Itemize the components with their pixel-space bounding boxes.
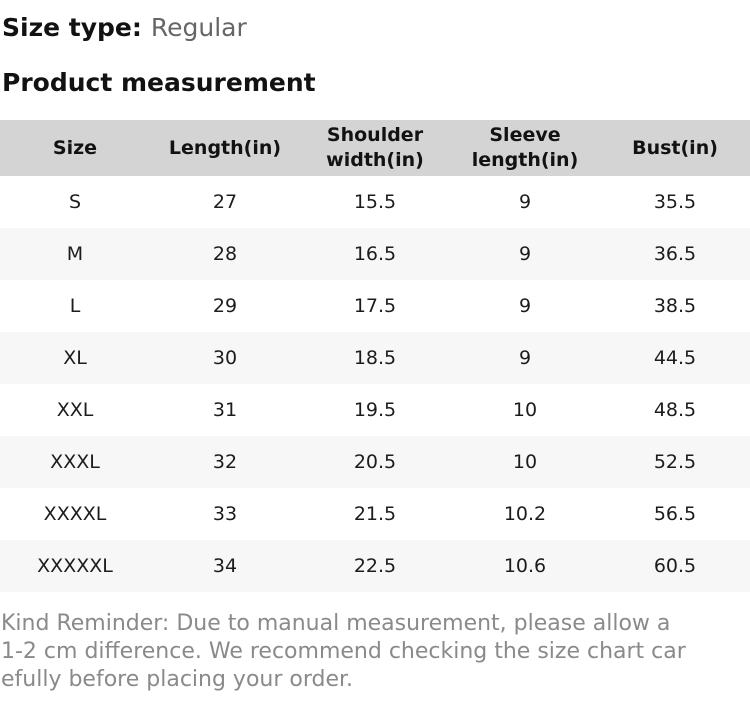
kind-reminder-line: Kind Reminder: Due to manual measurement… bbox=[1, 611, 671, 636]
cell-shoulder-width: 16.5 bbox=[300, 228, 450, 280]
size-row-xl: XL 30 18.5 9 44.5 bbox=[0, 332, 750, 384]
cell-length: 27 bbox=[150, 176, 300, 228]
column-header-size: Size bbox=[0, 120, 150, 176]
cell-bust: 36.5 bbox=[600, 228, 750, 280]
cell-length: 30 bbox=[150, 332, 300, 384]
size-row-l: L 29 17.5 9 38.5 bbox=[0, 280, 750, 332]
cell-shoulder-width: 15.5 bbox=[300, 176, 450, 228]
cell-bust: 56.5 bbox=[600, 488, 750, 540]
kind-reminder-note: Kind Reminder: Due to manual measurement… bbox=[1, 610, 750, 694]
product-measurement-title: Product measurement bbox=[2, 68, 316, 97]
cell-shoulder-width: 17.5 bbox=[300, 280, 450, 332]
size-type-line: Size type: Regular bbox=[2, 13, 247, 42]
cell-bust: 38.5 bbox=[600, 280, 750, 332]
column-header-length: Length(in) bbox=[150, 120, 300, 176]
size-row-m: M 28 16.5 9 36.5 bbox=[0, 228, 750, 280]
size-type-value: Regular bbox=[150, 13, 247, 42]
cell-size: XL bbox=[0, 332, 150, 384]
cell-sleeve-length: 10 bbox=[450, 384, 600, 436]
size-type-label: Size type: bbox=[2, 13, 142, 42]
cell-size: XXL bbox=[0, 384, 150, 436]
cell-shoulder-width: 22.5 bbox=[300, 540, 450, 592]
size-row-xxl: XXL 31 19.5 10 48.5 bbox=[0, 384, 750, 436]
column-header-sleeve-length: Sleeve length(in) bbox=[450, 120, 600, 176]
cell-bust: 35.5 bbox=[600, 176, 750, 228]
cell-size: L bbox=[0, 280, 150, 332]
cell-sleeve-length: 10.6 bbox=[450, 540, 600, 592]
cell-bust: 60.5 bbox=[600, 540, 750, 592]
cell-length: 32 bbox=[150, 436, 300, 488]
cell-size: S bbox=[0, 176, 150, 228]
size-chart-body: S 27 15.5 9 35.5 M 28 16.5 9 36.5 L 29 1… bbox=[0, 176, 750, 592]
cell-length: 34 bbox=[150, 540, 300, 592]
size-row-s: S 27 15.5 9 35.5 bbox=[0, 176, 750, 228]
size-row-xxxl: XXXL 32 20.5 10 52.5 bbox=[0, 436, 750, 488]
size-row-xxxxxl: XXXXXL 34 22.5 10.6 60.5 bbox=[0, 540, 750, 592]
cell-sleeve-length: 9 bbox=[450, 228, 600, 280]
cell-size: XXXXXL bbox=[0, 540, 150, 592]
column-header-shoulder-width: Shoulder width(in) bbox=[300, 120, 450, 176]
cell-bust: 48.5 bbox=[600, 384, 750, 436]
kind-reminder-line: 1-2 cm difference. We recommend checking… bbox=[1, 639, 686, 664]
cell-sleeve-length: 9 bbox=[450, 176, 600, 228]
header-row: Size Length(in) Shoulder width(in) Sleev… bbox=[0, 120, 750, 176]
cell-size: M bbox=[0, 228, 150, 280]
cell-shoulder-width: 18.5 bbox=[300, 332, 450, 384]
cell-shoulder-width: 20.5 bbox=[300, 436, 450, 488]
cell-shoulder-width: 21.5 bbox=[300, 488, 450, 540]
cell-length: 29 bbox=[150, 280, 300, 332]
cell-size: XXXXL bbox=[0, 488, 150, 540]
cell-length: 28 bbox=[150, 228, 300, 280]
size-chart-header: Size Length(in) Shoulder width(in) Sleev… bbox=[0, 120, 750, 176]
cell-length: 31 bbox=[150, 384, 300, 436]
cell-shoulder-width: 19.5 bbox=[300, 384, 450, 436]
cell-length: 33 bbox=[150, 488, 300, 540]
cell-sleeve-length: 9 bbox=[450, 280, 600, 332]
size-row-xxxxl: XXXXL 33 21.5 10.2 56.5 bbox=[0, 488, 750, 540]
cell-bust: 44.5 bbox=[600, 332, 750, 384]
column-header-bust: Bust(in) bbox=[600, 120, 750, 176]
cell-sleeve-length: 10.2 bbox=[450, 488, 600, 540]
cell-size: XXXL bbox=[0, 436, 150, 488]
cell-bust: 52.5 bbox=[600, 436, 750, 488]
cell-sleeve-length: 10 bbox=[450, 436, 600, 488]
kind-reminder-line: efully before placing your order. bbox=[1, 667, 354, 692]
cell-sleeve-length: 9 bbox=[450, 332, 600, 384]
size-chart-table: Size Length(in) Shoulder width(in) Sleev… bbox=[0, 120, 750, 592]
